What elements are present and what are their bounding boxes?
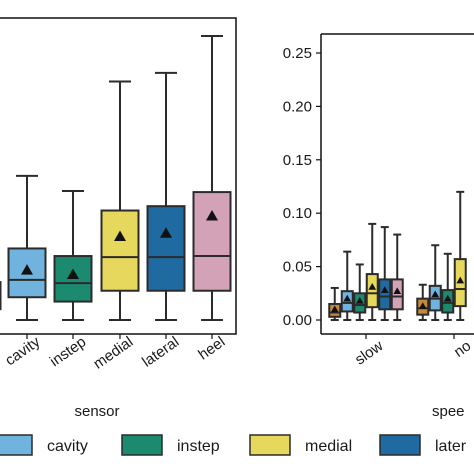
left-box-sole-box: [0, 281, 2, 311]
right-box-slow-heel-mean-marker: [393, 287, 402, 295]
right-box-slow-sole-mean-marker: [330, 305, 339, 313]
right-box-slow-instep-mean-marker: [355, 296, 364, 304]
left-x-tick-label: medial: [90, 333, 136, 372]
legend: cavity instep medial later: [0, 434, 467, 456]
right-y-tick-label: 0.00: [283, 312, 312, 329]
right-box-slow-medial-box: [365, 273, 379, 309]
right-box-slow-cavity-mean-marker: [343, 294, 352, 302]
right-box-slow-lateral-box: [378, 278, 392, 311]
legend-label-medial: medial: [305, 438, 352, 455]
right-x-tick-label: slow: [352, 337, 386, 368]
left-box-medial-box: [100, 209, 140, 292]
left-x-tick-label: instep: [47, 333, 90, 370]
right-box-slow-lateral-mean-marker: [380, 286, 389, 293]
right-y-tick-label: 0.25: [283, 45, 312, 62]
right-box-no-sole-mean-marker: [418, 302, 427, 310]
legend-swatch-later: [379, 434, 421, 456]
left-box-lateral-mean-marker: [160, 227, 172, 238]
left-axes-frame: [0, 17, 237, 335]
right-y-tick-label: 0.20: [283, 98, 312, 115]
left-panel: olecavityinstepmediallateralheel: [0, 17, 237, 373]
left-x-tick-label: cavity: [2, 333, 44, 369]
legend-swatch-medial: [249, 434, 291, 456]
left-box-instep-mean-marker: [67, 268, 79, 279]
legend-swatch-cavity: [0, 434, 33, 456]
legend-label-later: later: [435, 438, 467, 455]
legend-swatch-instep: [121, 434, 163, 456]
left-box-lateral-box: [146, 205, 186, 292]
legend-label-cavity: cavity: [47, 438, 88, 455]
left-box-heel-mean-marker: [206, 209, 218, 221]
right-panel: 0.00 0.05 0.10 0.15 0.20 0.25 slow no: [283, 33, 474, 368]
right-y-tick-label: 0.10: [283, 205, 312, 222]
right-box-slow-heel-box: [390, 278, 404, 311]
right-box-no-cavity-mean-marker: [431, 290, 440, 298]
right-y-tick-label: 0.15: [283, 152, 312, 169]
left-x-axis-label: sensor: [74, 403, 119, 420]
left-box-cavity-mean-marker: [21, 264, 33, 275]
right-y-tick-label: 0.05: [283, 259, 312, 276]
right-x-tick-label: no: [451, 337, 474, 360]
right-x-axis-label: spee: [432, 403, 465, 420]
left-box-medial-mean-marker: [114, 230, 126, 242]
right-box-slow-medial-mean-marker: [368, 283, 377, 290]
right-box-no-medial-mean-marker: [456, 276, 465, 284]
left-box-heel-box: [192, 191, 232, 292]
right-box-no-instep-mean-marker: [443, 294, 452, 302]
left-x-tick-label: lateral: [139, 333, 182, 370]
legend-label-instep: instep: [177, 438, 220, 455]
